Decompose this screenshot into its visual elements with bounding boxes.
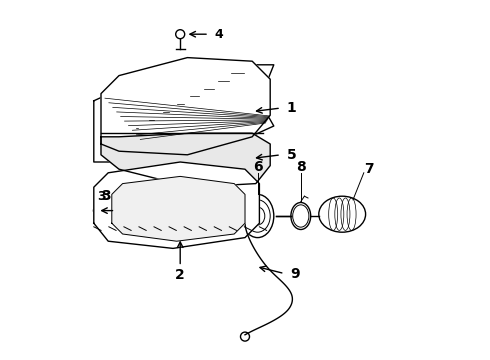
Text: 6: 6 — [253, 161, 263, 174]
Text: 5: 5 — [286, 148, 296, 162]
Polygon shape — [112, 176, 245, 241]
Text: 8: 8 — [296, 161, 306, 174]
Text: 4: 4 — [215, 28, 223, 41]
Text: 1: 1 — [286, 101, 296, 115]
Text: 7: 7 — [365, 162, 374, 176]
Text: 3: 3 — [97, 190, 105, 203]
Text: 9: 9 — [290, 267, 299, 280]
Polygon shape — [94, 162, 259, 248]
Polygon shape — [101, 133, 270, 187]
Polygon shape — [101, 58, 270, 155]
Text: 2: 2 — [175, 269, 185, 282]
Ellipse shape — [94, 207, 101, 215]
Text: 3: 3 — [101, 189, 111, 203]
